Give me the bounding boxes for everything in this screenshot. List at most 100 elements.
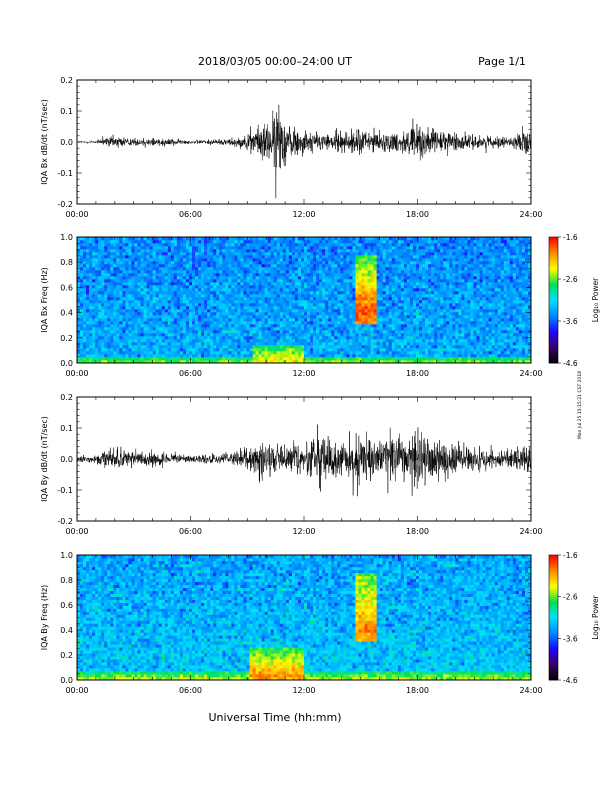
heatmap-cell	[86, 255, 89, 258]
heatmap-cell	[219, 315, 222, 318]
heatmap-cell	[328, 351, 331, 354]
heatmap-cell	[346, 333, 349, 336]
heatmap-cell	[213, 243, 216, 246]
heatmap-cell	[259, 264, 262, 267]
heatmap-cell	[131, 345, 134, 348]
heatmap-cell	[425, 351, 428, 354]
heatmap-cell	[368, 345, 371, 348]
heatmap-cell	[153, 261, 156, 264]
heatmap-cell	[283, 249, 286, 252]
heatmap-cell	[295, 279, 298, 282]
heatmap-cell	[286, 351, 289, 354]
heatmap-cell	[177, 294, 180, 297]
heatmap-cell	[343, 291, 346, 294]
heatmap-cell	[92, 324, 95, 327]
heatmap-cell	[201, 270, 204, 273]
heatmap-cell	[98, 264, 101, 267]
heatmap-cell	[89, 345, 92, 348]
heatmap-cell	[207, 327, 210, 330]
heatmap-cell	[283, 303, 286, 306]
heatmap-cell	[234, 297, 237, 300]
heatmap-cell	[128, 312, 131, 315]
heatmap-cell	[237, 270, 240, 273]
heatmap-cell	[265, 264, 268, 267]
heatmap-cell	[110, 342, 113, 345]
heatmap-cell	[425, 312, 428, 315]
heatmap-cell	[289, 282, 292, 285]
heatmap-cell	[150, 258, 153, 261]
heatmap-cell	[346, 327, 349, 330]
heatmap-cell	[174, 264, 177, 267]
heatmap-cell	[204, 273, 207, 276]
heatmap-cell	[207, 252, 210, 255]
heatmap-cell	[368, 321, 371, 324]
heatmap-cell	[186, 336, 189, 339]
heatmap-cell	[362, 345, 365, 348]
heatmap-cell	[343, 285, 346, 288]
heatmap-cell	[246, 336, 249, 339]
heatmap-cell	[195, 279, 198, 282]
heatmap-cell	[265, 303, 268, 306]
heatmap-cell	[319, 330, 322, 333]
heatmap-cell	[165, 264, 168, 267]
heatmap-cell	[147, 354, 150, 357]
heatmap-cell	[371, 288, 374, 291]
heatmap-cell	[283, 252, 286, 255]
heatmap-cell	[265, 300, 268, 303]
heatmap-cell	[159, 345, 162, 348]
heatmap-cell	[419, 318, 422, 321]
heatmap-cell	[153, 342, 156, 345]
heatmap-cell	[207, 285, 210, 288]
heatmap-cell	[374, 252, 377, 255]
heatmap-cell	[425, 240, 428, 243]
heatmap-cell	[407, 354, 410, 357]
heatmap-cell	[343, 321, 346, 324]
heatmap-cell	[253, 354, 256, 357]
heatmap-cell	[280, 243, 283, 246]
heatmap-cell	[125, 336, 128, 339]
heatmap-cell	[380, 339, 383, 342]
heatmap-cell	[337, 291, 340, 294]
heatmap-cell	[392, 294, 395, 297]
heatmap-cell	[80, 276, 83, 279]
heatmap-cell	[122, 354, 125, 357]
heatmap-cell	[289, 342, 292, 345]
heatmap-cell	[135, 240, 138, 243]
heatmap-cell	[150, 312, 153, 315]
heatmap-cell	[259, 285, 262, 288]
heatmap-cell	[310, 327, 313, 330]
heatmap-cell	[253, 342, 256, 345]
heatmap-cell	[271, 243, 274, 246]
heatmap-cell	[234, 345, 237, 348]
heatmap-cell	[386, 267, 389, 270]
heatmap-cell	[243, 264, 246, 267]
heatmap-cell	[334, 282, 337, 285]
heatmap-cell	[150, 255, 153, 258]
heatmap-cell	[246, 279, 249, 282]
heatmap-cell	[125, 357, 128, 360]
heatmap-cell	[189, 321, 192, 324]
heatmap-cell	[135, 249, 138, 252]
heatmap-cell	[147, 279, 150, 282]
heatmap-cell	[355, 357, 358, 360]
heatmap-cell	[219, 276, 222, 279]
heatmap-cell	[213, 246, 216, 249]
heatmap-cell	[259, 270, 262, 273]
heatmap-cell	[101, 261, 104, 264]
heatmap-cell	[392, 309, 395, 312]
heatmap-cell	[135, 345, 138, 348]
heatmap-cell	[219, 357, 222, 360]
heatmap-cell	[368, 297, 371, 300]
heatmap-cell	[328, 303, 331, 306]
heatmap-cell	[371, 243, 374, 246]
heatmap-cell	[228, 276, 231, 279]
heatmap-cell	[104, 273, 107, 276]
heatmap-cell	[383, 273, 386, 276]
heatmap-cell	[371, 303, 374, 306]
heatmap-cell	[304, 318, 307, 321]
heatmap-cell	[135, 264, 138, 267]
heatmap-cell	[383, 339, 386, 342]
heatmap-cell	[307, 300, 310, 303]
heatmap-cell	[104, 312, 107, 315]
heatmap-cell	[283, 312, 286, 315]
